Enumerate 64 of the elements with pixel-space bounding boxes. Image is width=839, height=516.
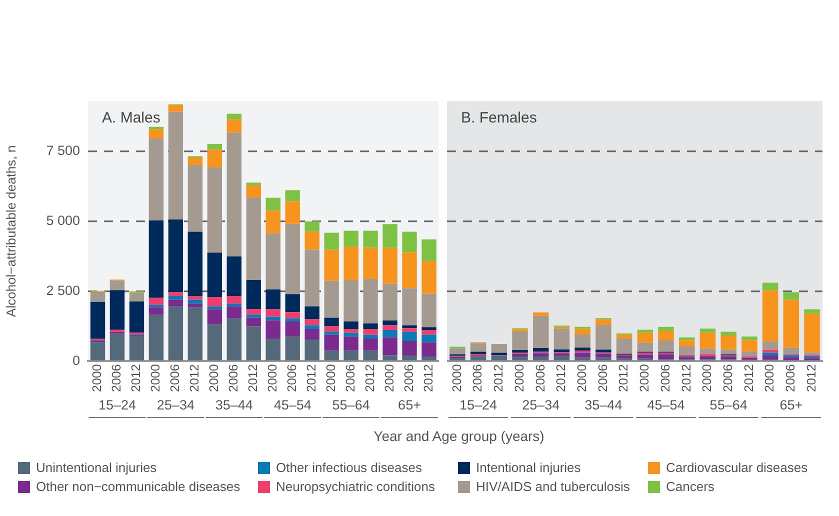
text: 65+: [398, 397, 422, 412]
x-tick-label: 2006: [226, 364, 241, 392]
x-tick-label: 2012: [304, 364, 319, 392]
text: 35–44: [215, 397, 254, 412]
legend-label: Other infectious diseases: [276, 460, 422, 475]
x-tick-label: 2012: [554, 364, 568, 392]
text: 15–24: [460, 397, 498, 412]
x-tick-label: 2006: [110, 364, 124, 392]
legend-label: Cancers: [666, 479, 714, 494]
x-tick-label: 2000: [207, 364, 222, 392]
x-tick-label: 2000: [382, 364, 396, 392]
x-tick-label: 2000: [148, 364, 163, 392]
text: 15–24: [98, 397, 136, 412]
text: B. Females: [461, 110, 537, 127]
x-tick-label: 2000: [324, 364, 338, 392]
x-tick-label: 2012: [804, 364, 818, 392]
x-tick-label: 2006: [470, 364, 485, 392]
x-tick-label: 2006: [402, 364, 416, 392]
text: 55–64: [710, 397, 748, 412]
x-tick-label: 2012: [421, 364, 436, 392]
text: 55–64: [332, 397, 370, 412]
x-tick-label: 2000: [638, 364, 652, 392]
x-tick-label: 2012: [362, 364, 377, 392]
x-tick-label: 2000: [512, 364, 526, 392]
y-tick-label: 5 000: [46, 213, 80, 228]
text: 45–54: [647, 397, 686, 412]
text: 25–34: [156, 397, 195, 412]
legend-label: Neuropsychiatric conditions: [276, 479, 435, 494]
x-tick-label: 2012: [129, 364, 144, 392]
x-tick-label: 2006: [533, 364, 548, 392]
x-tick-label: 2012: [246, 364, 260, 392]
legend-label: HIV/AIDS and tuberculosis: [476, 479, 630, 494]
legend-label: Intentional injuries: [476, 460, 581, 475]
text: 25–34: [522, 397, 560, 412]
x-tick-label: 2000: [575, 364, 590, 392]
x-tick-label: 2012: [188, 364, 202, 392]
x-tick-label: 2012: [616, 364, 631, 392]
x-tick-label: 2012: [679, 364, 694, 392]
legend-label: Cardiovascular diseases: [666, 460, 808, 475]
x-tick-label: 2006: [596, 364, 610, 392]
x-tick-label: 2006: [721, 364, 736, 392]
legend-label: Unintentional injuries: [36, 460, 157, 475]
text: 45–54: [274, 397, 312, 412]
y-axis-title: Alcohol−attributable deaths, n: [3, 145, 18, 317]
x-tick-label: 2000: [700, 364, 714, 392]
x-tick-label: 2006: [168, 364, 182, 392]
x-tick-label: 2000: [762, 364, 777, 392]
y-tick-label: 0: [72, 352, 80, 368]
x-tick-label: 2012: [742, 364, 756, 392]
x-tick-label: 2012: [492, 364, 506, 392]
y-tick-label: 2 500: [46, 282, 80, 298]
x-tick-label: 2000: [90, 364, 104, 392]
text: 35–44: [584, 397, 623, 412]
x-tick-label: 2006: [658, 364, 672, 392]
legend-label: Other non−communicable diseases: [36, 479, 240, 494]
x-axis-title: Year and Age group (years): [372, 428, 546, 444]
x-tick-label: 2000: [266, 364, 280, 392]
x-tick-label: 2006: [784, 364, 798, 392]
text: 65+: [780, 397, 803, 412]
x-tick-label: 2006: [344, 364, 358, 392]
text: A. Males: [102, 110, 160, 127]
y-tick-label: 7 500: [46, 143, 80, 158]
x-tick-label: 2006: [285, 364, 300, 392]
x-tick-label: 2000: [450, 364, 464, 392]
